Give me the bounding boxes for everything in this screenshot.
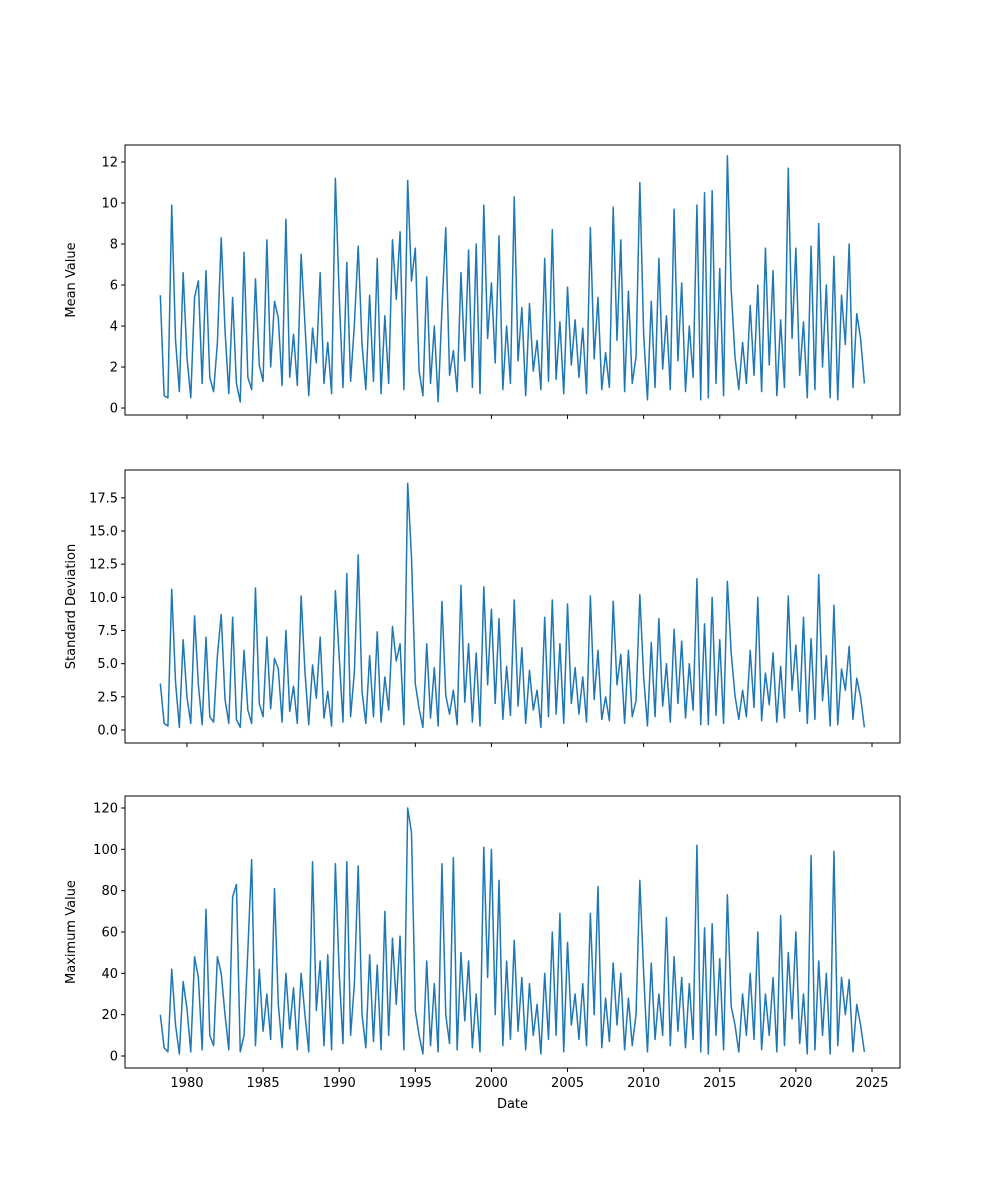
x-tick-label: 1990	[323, 1076, 356, 1091]
y-tick-label: 60	[101, 926, 118, 941]
x-tick-label: 2025	[855, 1076, 888, 1091]
x-tick-label: 1995	[399, 1076, 432, 1091]
y-tick-label: 7.5	[97, 624, 118, 639]
y-tick-label: 10.0	[89, 591, 118, 606]
axes-frame	[124, 469, 901, 744]
x-tick-label: 2010	[627, 1076, 660, 1091]
y-tick-label: 40	[101, 967, 118, 982]
data-line	[159, 482, 866, 729]
y-tick-label: 0.0	[97, 724, 118, 739]
y-tick-label: 2.5	[97, 690, 118, 705]
x-tick-label: 2005	[551, 1076, 584, 1091]
x-axis-label: Date	[497, 1097, 528, 1112]
y-tick-label: 15.0	[89, 525, 118, 540]
x-tick-label: 2015	[703, 1076, 736, 1091]
x-tick-label: 1980	[170, 1076, 203, 1091]
y-tick-label: 17.5	[89, 491, 118, 506]
data-line	[159, 155, 866, 403]
axes-frame	[124, 144, 901, 416]
y-tick-label: 12	[101, 156, 118, 171]
y-tick-label: 4	[110, 320, 118, 335]
x-tick-label: 1985	[247, 1076, 280, 1091]
y-axis-label: Standard Deviation	[64, 544, 79, 669]
y-tick-label: 80	[101, 884, 118, 899]
y-tick-label: 2	[110, 361, 118, 376]
x-tick-label: 2020	[779, 1076, 812, 1091]
y-tick-label: 120	[93, 801, 118, 816]
data-line	[159, 807, 866, 1055]
y-tick-label: 0	[110, 402, 118, 417]
y-tick-label: 0	[110, 1050, 118, 1065]
y-tick-label: 8	[110, 238, 118, 253]
y-tick-label: 20	[101, 1008, 118, 1023]
y-tick-label: 6	[110, 279, 118, 294]
x-tick-label: 2000	[475, 1076, 508, 1091]
y-tick-label: 100	[93, 843, 118, 858]
y-tick-label: 12.5	[89, 558, 118, 573]
y-tick-label: 5.0	[97, 657, 118, 672]
y-axis-label: Mean Value	[64, 242, 79, 317]
y-tick-label: 10	[101, 197, 118, 212]
y-axis-label: Maximum Value	[64, 880, 79, 984]
